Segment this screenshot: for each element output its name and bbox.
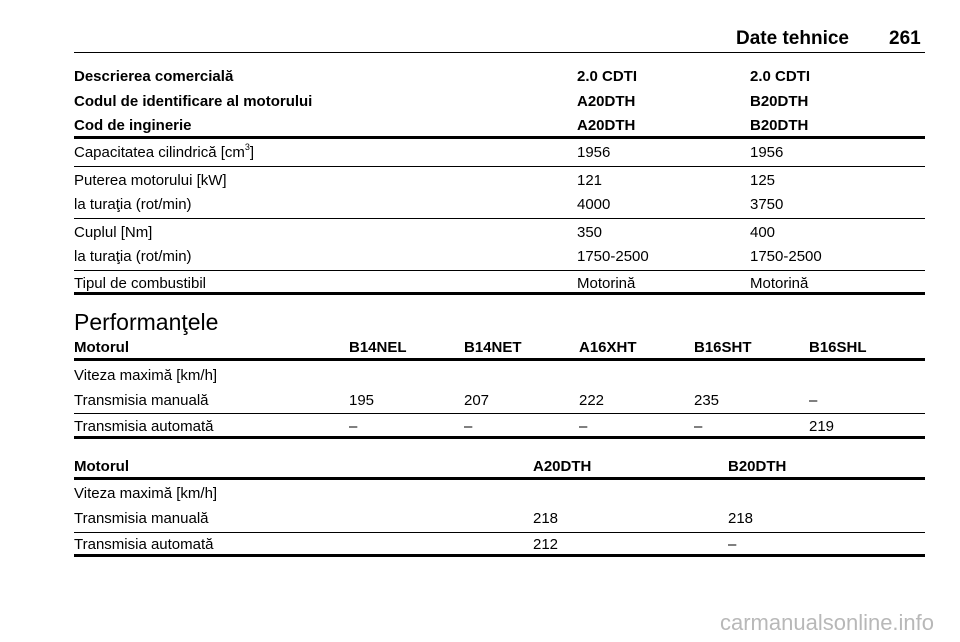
table-cell: – (349, 418, 358, 435)
table-row-label: Transmisia manuală (74, 510, 209, 527)
table-head-rule (74, 477, 925, 480)
table-row-label: Capacitatea cilindrică [cm3] (74, 142, 255, 162)
table-cell: 212 (533, 536, 559, 553)
table-row-label: Cuplul [Nm] (74, 224, 153, 241)
table-cell: – (728, 536, 737, 553)
table-row-label: Puterea motorului [kW] (74, 172, 227, 189)
table-row-label: Transmisia manuală (74, 392, 209, 409)
table-end-rule (74, 292, 925, 295)
table-cell: – (694, 418, 703, 435)
table-row-label: Viteza maximă [km/h] (74, 367, 218, 384)
table-head-cell: A16XHT (579, 339, 637, 356)
table-head-cell: 2.0 CDTI (750, 68, 811, 85)
table-head-cell: Cod de inginerie (74, 117, 192, 134)
page-number: 261 (889, 28, 921, 49)
table-end-rule (74, 436, 925, 439)
table-cell: 121 (577, 172, 603, 189)
table-end-rule (74, 554, 925, 557)
section-title: Performanţele (74, 309, 219, 335)
table-cell: – (464, 418, 473, 435)
row-divider (74, 218, 925, 219)
table-head-rule (74, 358, 925, 361)
table-row-label: Transmisia automată (74, 536, 214, 553)
table-head-cell: B20DTH (750, 93, 809, 110)
table-cell: 3750 (750, 196, 784, 213)
table-row-label: Viteza maximă [km/h] (74, 485, 218, 502)
table-head-cell: Descrierea comercială (74, 68, 234, 85)
row-divider (74, 532, 925, 533)
watermark: carmanualsonline.info (720, 610, 935, 635)
table-head-cell: B20DTH (750, 117, 809, 134)
table-cell: 400 (750, 224, 776, 241)
table-head-cell: B14NEL (349, 339, 407, 356)
table-cell: 350 (577, 224, 603, 241)
table-row-label: la turaţia (rot/min) (74, 248, 192, 265)
table-cell: 1750-2500 (577, 248, 649, 265)
row-divider (74, 166, 925, 167)
table-cell: – (579, 418, 588, 435)
table-cell: – (809, 392, 818, 409)
page-header-title: Date tehnice (736, 28, 849, 49)
table-cell: 1750-2500 (750, 248, 822, 265)
table-row-label: la turaţia (rot/min) (74, 196, 192, 213)
table-head-cell: Codul de identificare al motorului (74, 93, 313, 110)
table-cell: 4000 (577, 196, 611, 213)
table-head-cell: B14NET (464, 339, 522, 356)
table-head-cell: 2.0 CDTI (577, 68, 638, 85)
table-cell: 218 (728, 510, 754, 527)
table-head-cell: A20DTH (577, 117, 636, 134)
table-cell: 1956 (577, 144, 611, 161)
row-divider (74, 270, 925, 271)
table-head-cell: B16SHT (694, 339, 752, 356)
table-cell: Motorină (750, 275, 809, 292)
table-cell: 125 (750, 172, 776, 189)
table-cell: 207 (464, 392, 490, 409)
row-divider (74, 413, 925, 414)
table-head-cell: A20DTH (577, 93, 636, 110)
table-head-cell: B20DTH (728, 458, 787, 475)
table-cell: 218 (533, 510, 559, 527)
table-cell: 235 (694, 392, 720, 409)
table-row-label: Tipul de combustibil (74, 275, 207, 292)
table-cell: 195 (349, 392, 375, 409)
table-cell: 222 (579, 392, 605, 409)
header-divider (74, 52, 925, 53)
table-head-rule (74, 136, 925, 139)
table-cell: Motorină (577, 275, 636, 292)
table-cell: 1956 (750, 144, 784, 161)
table-head-cell: A20DTH (533, 458, 592, 475)
table-head-cell: Motorul (74, 458, 129, 475)
table-head-cell: Motorul (74, 339, 129, 356)
table-head-cell: B16SHL (809, 339, 867, 356)
table-row-label: Transmisia automată (74, 418, 214, 435)
table-cell: 219 (809, 418, 835, 435)
